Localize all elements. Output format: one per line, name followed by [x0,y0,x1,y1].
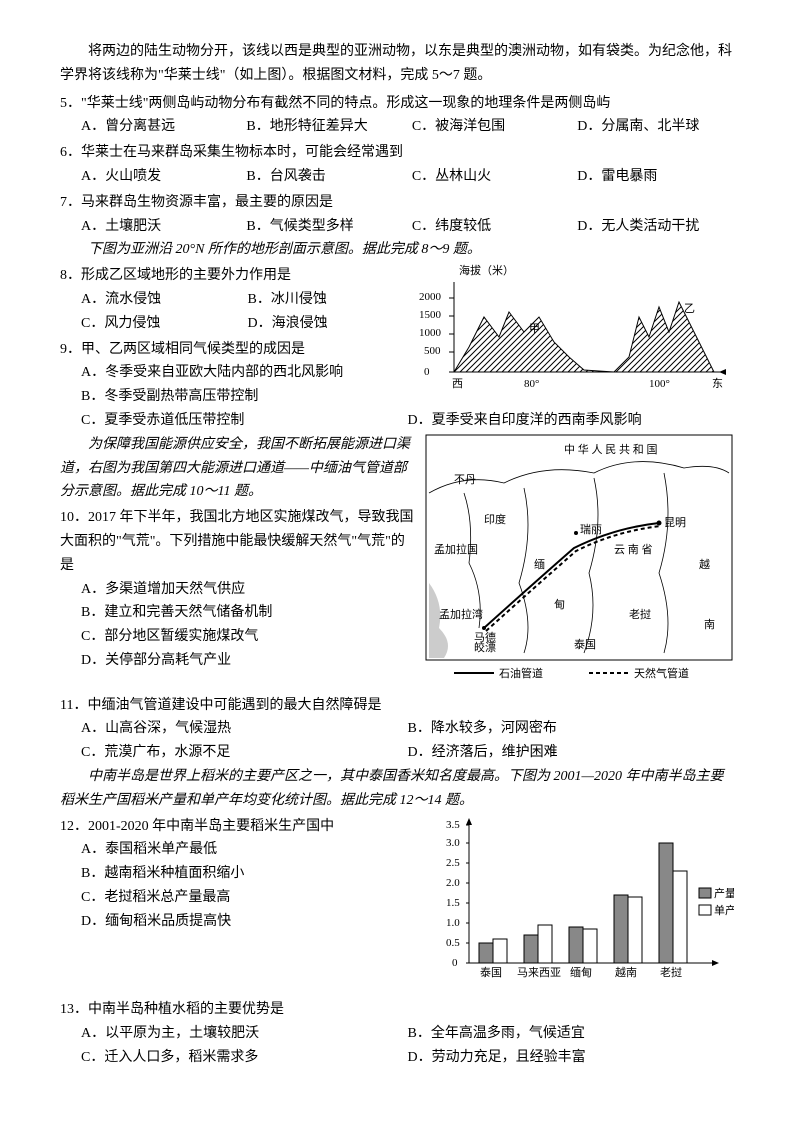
svg-text:3.5: 3.5 [446,819,460,831]
q10-opt-b: B．建立和完善天然气储备机制 [81,601,414,625]
question-13: 13．中南半岛种植水稻的主要优势是 A．以平原为主，土壤较肥沃 B．全年高温多雨… [60,998,734,1069]
q11-opt-d: D．经济落后，维护困难 [408,741,735,765]
question-10: 10．2017 年下半年，我国北方地区实施煤改气，导致我国大面积的"气荒"。下列… [60,506,414,673]
q8-opt-a: A．流水侵蚀 [81,288,248,312]
q5-opt-a: A．曾分离甚远 [81,115,238,139]
svg-text:瑞丽: 瑞丽 [580,522,602,536]
q12-opt-a: A．泰国稻米单产最低 [81,838,414,862]
q9-opt-d: D．夏季受来自印度洋的西南季风影响 [408,409,735,433]
q11-opt-c: C．荒漠广布，水源不足 [81,741,408,765]
svg-text:不丹: 不丹 [454,474,476,486]
svg-text:石油管道: 石油管道 [499,666,543,680]
q13-opt-c: C．迁入人口多，稻米需求多 [81,1046,408,1070]
profile-ylabel: 海拔（米） [459,263,514,277]
q7-opt-a: A．土壤肥沃 [81,215,238,239]
q12-stem: 12．2001-2020 年中南半岛主要稻米生产国中 [60,815,414,839]
q7-opt-c: C．纬度较低 [412,215,569,239]
svg-text:1500: 1500 [419,309,442,321]
q6-opt-b: B．台风袭击 [246,165,403,189]
svg-text:产量: 产量 [714,886,734,900]
svg-text:0.5: 0.5 [446,937,460,949]
q7-opt-d: D．无人类活动干扰 [577,215,734,239]
q13-stem: 13．中南半岛种植水稻的主要优势是 [60,998,734,1022]
svg-text:单产: 单产 [714,903,734,917]
q12-opt-d: D．缅甸稻米品质提高快 [81,910,414,934]
q8-opt-c: C．风力侵蚀 [81,312,248,336]
svg-text:缅甸: 缅甸 [570,965,592,979]
q10-opt-c: C．部分地区暂缓实施煤改气 [81,625,414,649]
question-11: 11．中缅油气管道建设中可能遇到的最大自然障碍是 A．山高谷深，气候湿热 B．降… [60,694,734,765]
q11-opt-b: B．降水较多，河网密布 [408,717,735,741]
q13-opt-b: B．全年高温多雨，气候适宜 [408,1022,735,1046]
question-12: 12．2001-2020 年中南半岛主要稻米生产国中 A．泰国稻米单产最低 B．… [60,815,414,934]
intro-paragraph-3: 为保障我国能源供应安全，我国不断拓展能源进口渠道，右图为我国第四大能源进口通道—… [60,433,414,504]
svg-text:孟加拉国: 孟加拉国 [434,542,478,556]
svg-text:1000: 1000 [419,327,442,339]
profile-chart: 海拔（米） 0 500 1000 1500 2000 甲 乙 西 [414,262,734,401]
q13-opt-a: A．以平原为主，土壤较肥沃 [81,1022,408,1046]
svg-text:500: 500 [424,345,441,357]
svg-text:泰国: 泰国 [480,965,502,979]
intro-paragraph-2: 下图为亚洲沿 20°N 所作的地形剖面示意图。据此完成 8～9 题。 [60,238,734,262]
svg-text:2000: 2000 [419,291,442,303]
q12-opt-b: B．越南稻米种植面积缩小 [81,862,414,886]
svg-text:中 华 人 民 共 和 国: 中 华 人 民 共 和 国 [564,442,658,456]
q6-stem: 6．华莱士在马来群岛采集生物标本时，可能会经常遇到 [60,141,734,165]
q11-stem: 11．中缅油气管道建设中可能遇到的最大自然障碍是 [60,694,734,718]
svg-text:马来西亚: 马来西亚 [517,966,561,979]
svg-text:天然气管道: 天然气管道 [634,666,689,680]
svg-text:皎漂: 皎漂 [474,640,496,654]
svg-text:2.0: 2.0 [446,877,460,889]
bar-chart: 年均变化/% 0 0.5 1.0 1.5 2.0 2.5 3.0 3.5 [424,813,734,997]
svg-text:100°: 100° [649,378,670,390]
svg-text:越: 越 [699,557,710,571]
svg-text:3.0: 3.0 [446,837,460,849]
intro-paragraph-4: 中南半岛是世界上稻米的主要产区之一，其中泰国香米知名度最高。下图为 2001—2… [60,765,734,813]
q13-opt-d: D．劳动力充足，且经验丰富 [408,1046,735,1070]
q10-opt-a: A．多渠道增加天然气供应 [81,578,414,602]
q5-opt-c: C．被海洋包围 [412,115,569,139]
intro-paragraph-1: 将两边的陆生动物分开，该线以西是典型的亚洲动物，以东是典型的澳洲动物，如有袋类。… [60,40,734,88]
svg-text:西: 西 [452,378,463,390]
svg-text:0: 0 [452,957,458,969]
q6-opt-a: A．火山喷发 [81,165,238,189]
q10-opt-d: D．关停部分高耗气产业 [81,649,414,673]
svg-text:1.0: 1.0 [446,917,460,929]
svg-text:南: 南 [704,618,715,631]
svg-text:2.5: 2.5 [446,857,460,869]
profile-label-jia: 甲 [529,323,540,335]
svg-text:老挝: 老挝 [660,965,682,979]
q7-stem: 7．马来群岛生物资源丰富，最主要的原因是 [60,191,734,215]
q12-opt-c: C．老挝稻米总产量最高 [81,886,414,910]
svg-text:80°: 80° [524,378,539,390]
svg-text:甸: 甸 [554,598,565,611]
q6-opt-d: D．雷电暴雨 [577,165,734,189]
q11-opt-a: A．山高谷深，气候湿热 [81,717,408,741]
question-5: 5．"华莱士线"两侧岛屿动物分布有截然不同的特点。形成这一现象的地理条件是两侧岛… [60,92,734,140]
svg-text:越南: 越南 [615,965,637,979]
svg-text:云 南 省: 云 南 省 [614,543,653,556]
svg-text:东: 东 [712,377,723,390]
svg-text:泰国: 泰国 [574,637,596,651]
q9-opt-c: C．夏季受赤道低压带控制 [81,409,408,433]
profile-label-yi: 乙 [684,302,695,315]
q5-opt-b: B．地形特征差异大 [246,115,403,139]
question-6: 6．华莱士在马来群岛采集生物标本时，可能会经常遇到 A．火山喷发 B．台风袭击 … [60,141,734,189]
q5-opt-d: D．分属南、北半球 [577,115,734,139]
q5-stem: 5．"华莱士线"两侧岛屿动物分布有截然不同的特点。形成这一现象的地理条件是两侧岛… [60,92,734,116]
svg-text:昆明: 昆明 [664,516,686,529]
q6-opt-c: C．丛林山火 [412,165,569,189]
svg-text:缅: 缅 [534,557,545,571]
map-chart: 中 华 人 民 共 和 国 不丹 印度 孟加拉国 缅 甸 云 南 省 越 南 老… [424,433,734,692]
q10-stem: 10．2017 年下半年，我国北方地区实施煤改气，导致我国大面积的"气荒"。下列… [60,506,414,577]
svg-text:0: 0 [424,366,430,378]
q7-opt-b: B．气候类型多样 [246,215,403,239]
svg-text:印度: 印度 [484,512,506,526]
question-7: 7．马来群岛生物资源丰富，最主要的原因是 A．土壤肥沃 B．气候类型多样 C．纬… [60,191,734,239]
q8-opt-b: B．冰川侵蚀 [248,288,415,312]
q8-opt-d: D．海浪侵蚀 [248,312,415,336]
svg-text:孟加拉湾: 孟加拉湾 [439,607,483,621]
svg-text:老挝: 老挝 [629,607,651,621]
svg-text:1.5: 1.5 [446,897,460,909]
